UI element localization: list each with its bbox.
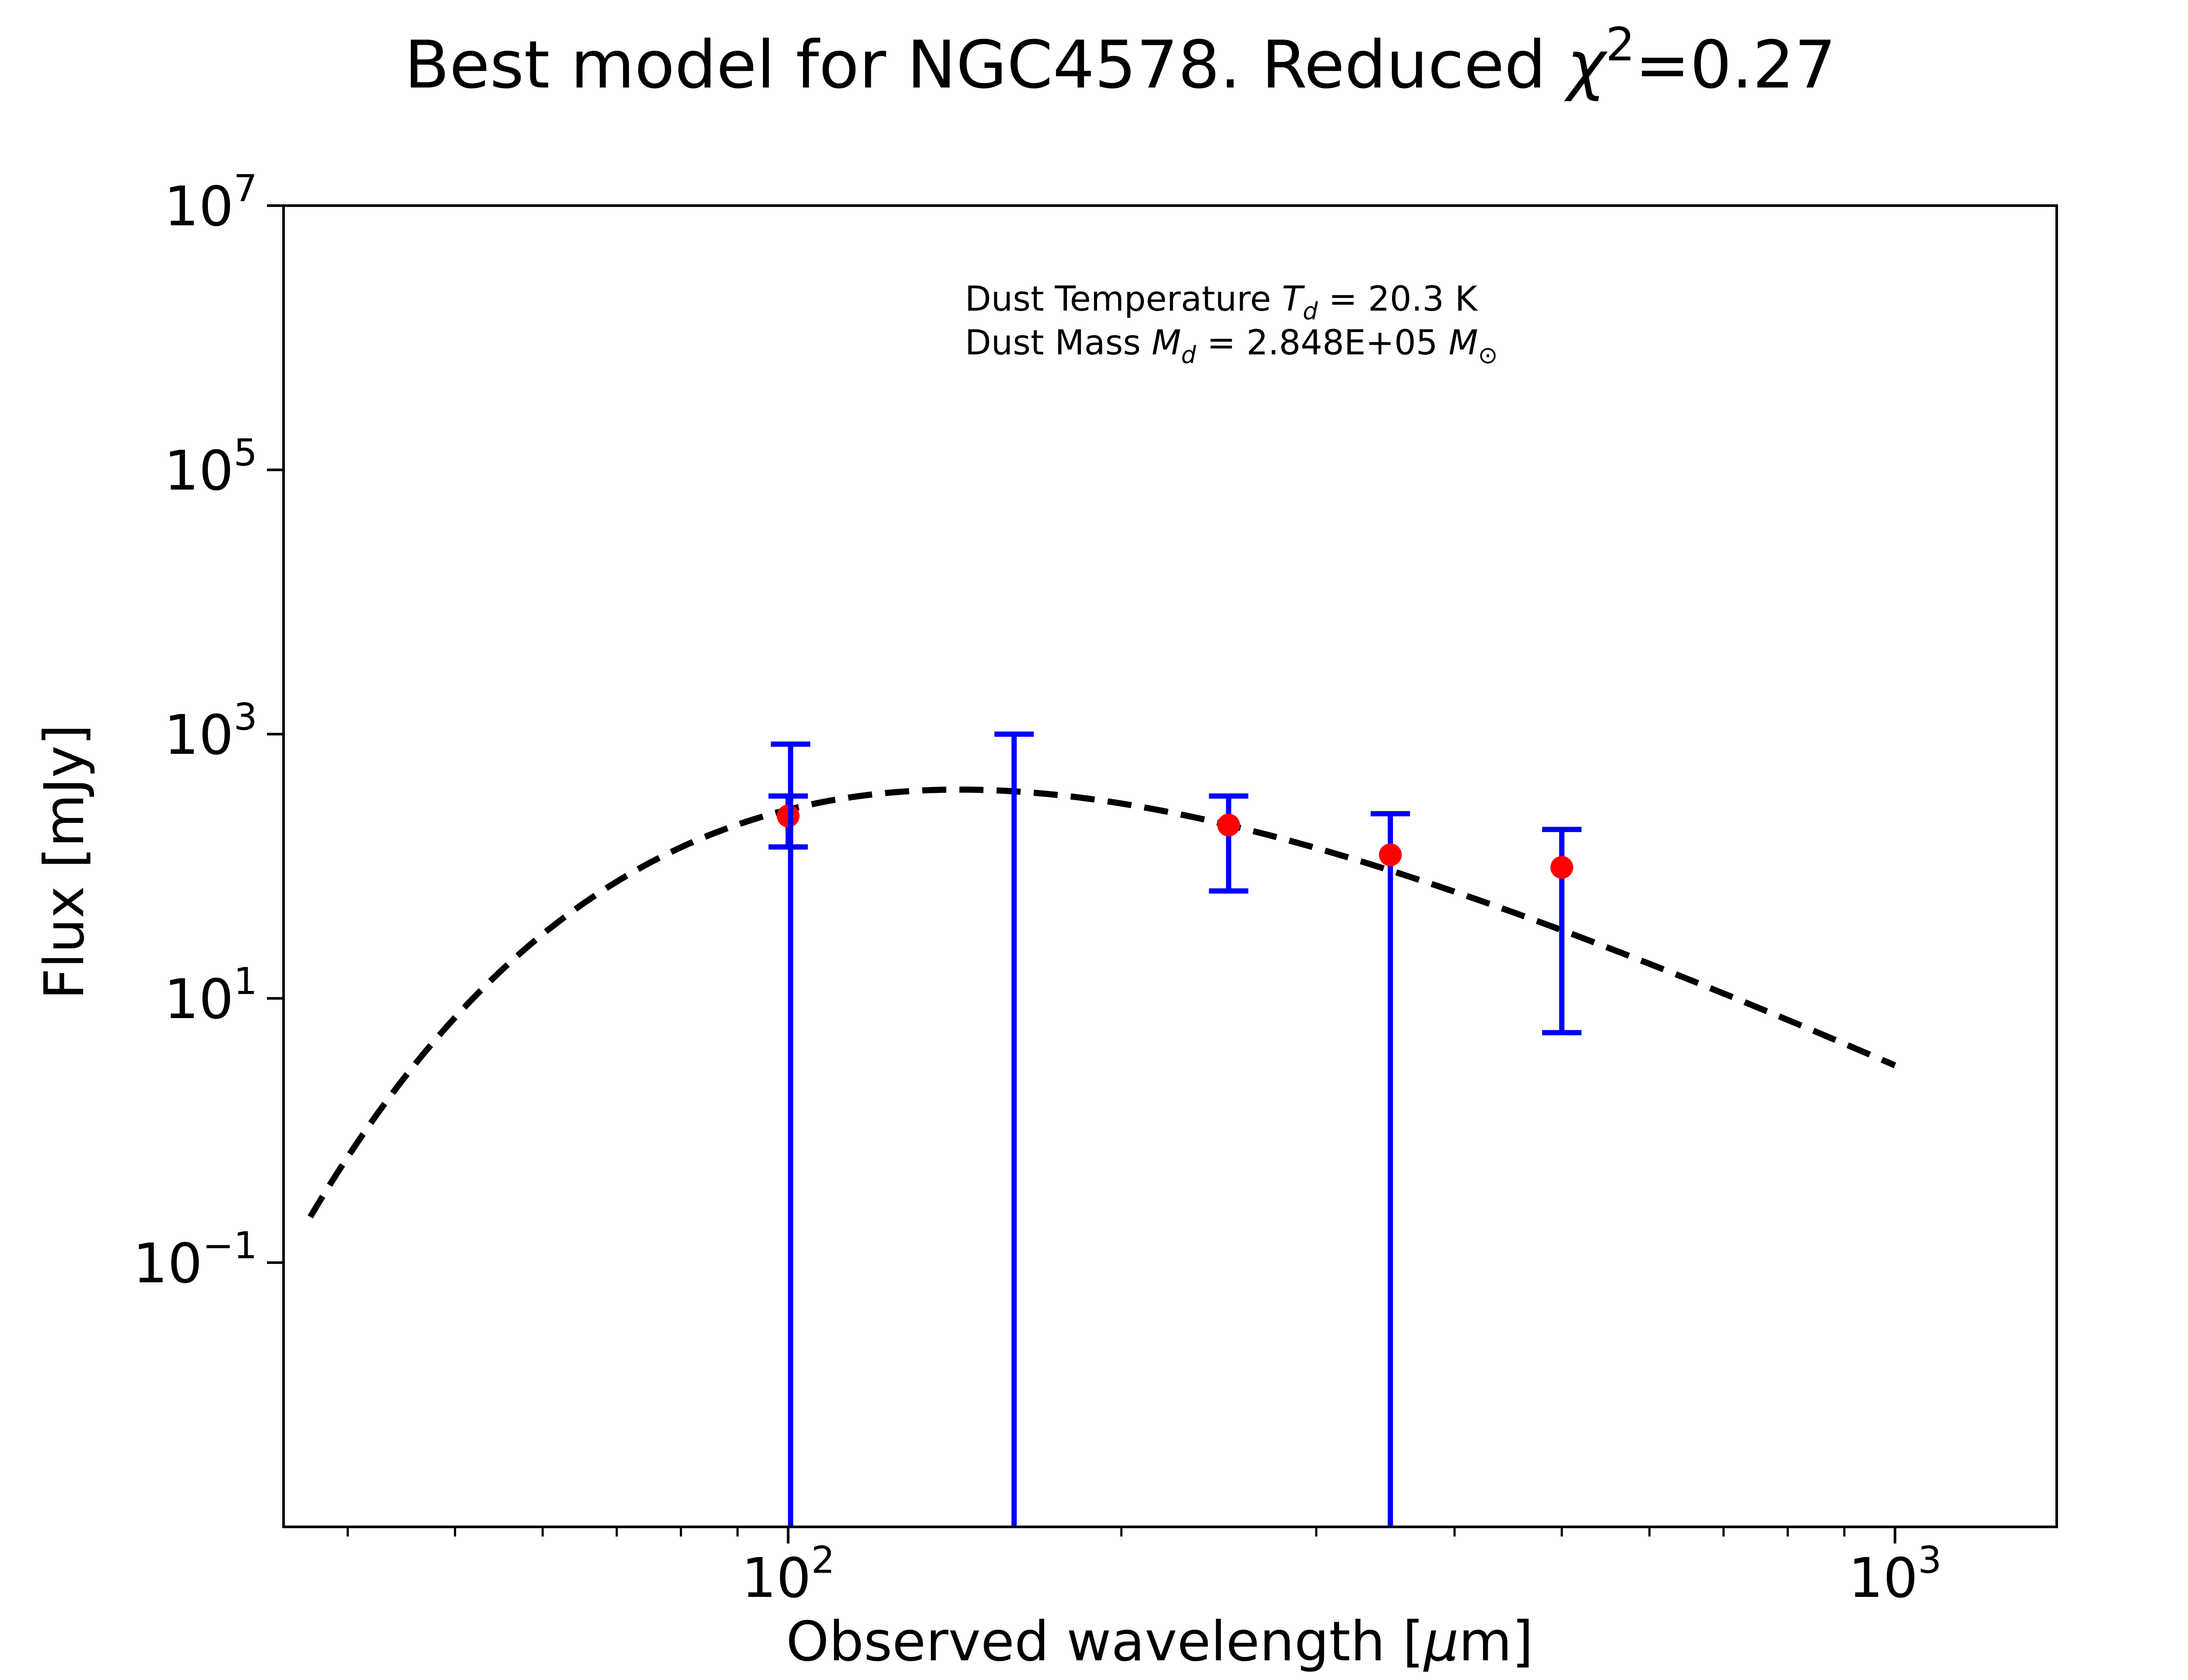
- model-curve: [307, 786, 1897, 1219]
- y-tick-label: 105: [164, 431, 257, 503]
- observation-4: [1371, 811, 1410, 1527]
- observation-3: [1209, 793, 1248, 894]
- observation-1: [771, 741, 810, 1527]
- y-tick-label: 101: [164, 960, 257, 1031]
- data-point: [1379, 843, 1402, 866]
- x-tick-label: 103: [1848, 1539, 1942, 1610]
- x-tick-label: 102: [742, 1539, 835, 1610]
- y-tick-label: 107: [164, 167, 257, 238]
- y-tick-label: 10−1: [133, 1224, 257, 1295]
- y-axis-label: Flux [mJy]: [33, 724, 96, 1000]
- plot-area: 102 103 10−1 101 103 105 107: [133, 167, 2058, 1610]
- annotation-line-2: Dust Mass Md = 2.848E+05 M⊙: [965, 323, 1498, 369]
- annotation-line-1: Dust Temperature Td = 20.3 K: [965, 280, 1478, 325]
- y-tick-label: 103: [164, 696, 257, 767]
- data-point: [1217, 813, 1240, 836]
- data-point: [1550, 856, 1574, 879]
- observation-5: [1542, 826, 1582, 1036]
- plot-frame: [282, 204, 2058, 1528]
- chart-title: Best model for NGC4578. Reduced χ2=0.27: [404, 18, 1836, 103]
- observation-2: [994, 732, 1034, 1527]
- x-axis-label: Observed wavelength [μm]: [786, 1610, 1533, 1673]
